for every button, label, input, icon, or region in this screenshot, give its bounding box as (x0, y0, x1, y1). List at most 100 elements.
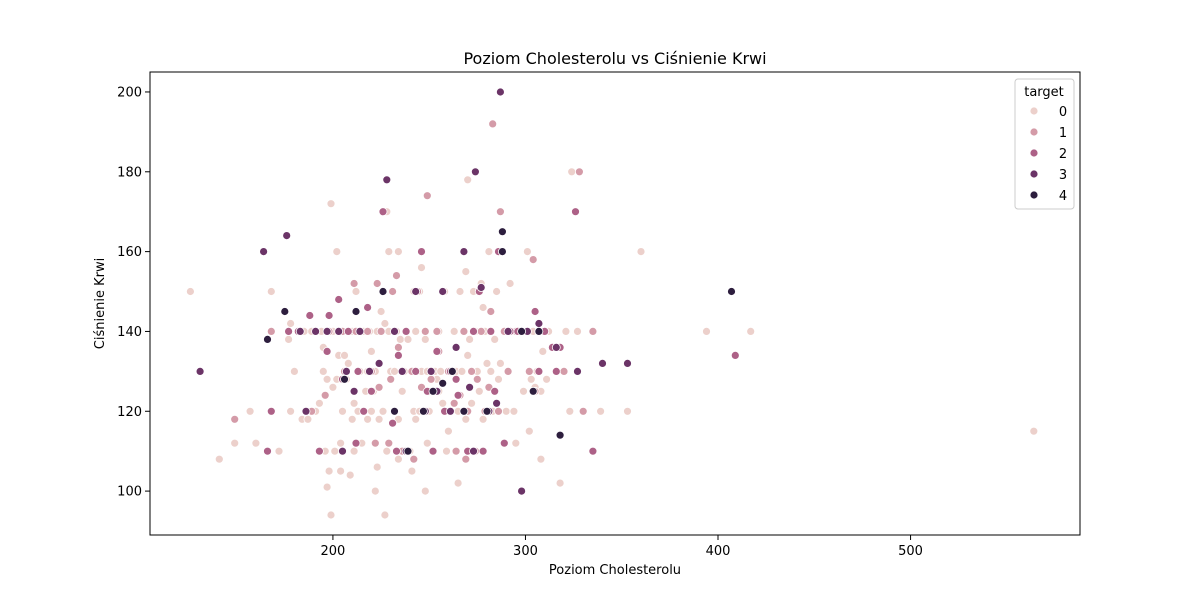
data-point-target-2 (266, 406, 276, 416)
data-point-target-3 (322, 326, 332, 336)
data-point-target-2 (378, 207, 388, 217)
data-point-target-2 (451, 374, 461, 384)
data-point-target-1 (494, 406, 503, 416)
data-point-target-0 (478, 414, 488, 424)
data-point-target-0 (274, 446, 284, 456)
data-point-target-0 (326, 199, 336, 209)
data-point-target-0 (395, 334, 405, 344)
data-point-target-1 (376, 326, 386, 336)
y-tick-label: 140 (117, 325, 142, 340)
data-point-target-2 (478, 446, 488, 456)
legend: target 0 1 2 3 4 (1014, 78, 1075, 210)
data-point-target-1 (459, 326, 469, 336)
data-point-target-0 (536, 454, 546, 464)
data-point-target-1 (503, 366, 513, 376)
data-point-target-3 (338, 446, 347, 456)
data-point-target-0 (443, 426, 453, 436)
data-point-target-2 (730, 350, 740, 360)
data-point-target-0 (463, 175, 473, 185)
data-point-target-0 (596, 406, 605, 416)
data-point-target-0 (251, 438, 261, 448)
data-point-target-0 (474, 386, 484, 396)
data-point-target-2 (351, 438, 361, 448)
data-point-target-0 (185, 287, 195, 296)
data-point-target-4 (390, 406, 399, 416)
data-point-target-4 (280, 307, 290, 316)
data-point-target-0 (463, 350, 473, 360)
data-point-target-0 (390, 366, 399, 376)
data-point-target-3 (438, 287, 448, 296)
y-tick-label: 160 (117, 245, 142, 260)
data-point-target-2 (343, 326, 353, 336)
data-point-target-0 (330, 446, 340, 456)
data-point-target-0 (501, 406, 511, 416)
data-point-target-0 (478, 303, 488, 312)
data-point-target-1 (528, 255, 538, 265)
data-point-target-2 (366, 386, 376, 396)
data-point-target-3 (517, 486, 526, 496)
data-point-target-1 (422, 191, 432, 201)
data-point-target-4 (418, 406, 428, 416)
data-point-target-0 (482, 358, 492, 368)
data-point-target-0 (555, 478, 565, 488)
data-point-target-4 (528, 386, 538, 396)
data-point-target-1 (349, 279, 359, 288)
data-point-target-3 (492, 398, 502, 408)
plot-frame (149, 71, 1081, 536)
data-point-target-0 (286, 319, 296, 328)
data-point-target-3 (259, 247, 269, 257)
data-point-target-0 (420, 486, 430, 496)
data-point-target-0 (403, 334, 413, 344)
data-point-target-2 (363, 303, 373, 312)
chart-title: Poziom Cholesterolu vs Ciśnienie Krwi (463, 49, 766, 68)
data-point-target-3 (476, 283, 486, 292)
data-point-target-2 (393, 350, 403, 360)
data-point-target-1 (559, 366, 569, 376)
data-point-target-0 (230, 438, 240, 448)
data-point-target-0 (561, 326, 571, 336)
data-point-target-0 (286, 406, 296, 416)
data-point-target-0 (526, 374, 536, 384)
data-point-target-4 (438, 378, 448, 388)
data-point-target-3 (534, 319, 544, 328)
data-point-target-0 (1029, 426, 1039, 436)
data-point-target-0 (636, 247, 646, 257)
data-point-target-3 (349, 386, 359, 396)
data-point-target-4 (482, 406, 492, 416)
data-point-target-4 (555, 430, 565, 440)
data-point-target-0 (455, 287, 465, 296)
data-point-target-2 (499, 438, 509, 448)
data-point-target-0 (372, 462, 382, 472)
data-point-target-2 (263, 446, 272, 456)
data-point-target-0 (289, 366, 299, 376)
data-point-target-3 (341, 366, 351, 376)
data-point-target-0 (347, 414, 357, 424)
legend-marker-1 (1029, 127, 1039, 137)
data-point-target-2 (428, 446, 438, 456)
data-point-target-0 (332, 247, 342, 257)
data-point-target-1 (467, 366, 477, 376)
x-tick-label: 500 (898, 544, 923, 559)
data-point-target-0 (436, 366, 446, 376)
data-point-target-0 (411, 326, 421, 336)
data-point-target-0 (382, 446, 392, 456)
data-point-target-0 (420, 334, 430, 344)
x-axis-label: Poziom Cholesterolu (549, 563, 681, 578)
data-point-target-0 (524, 426, 534, 436)
legend-marker-3 (1029, 169, 1039, 179)
data-point-target-4 (497, 227, 507, 237)
data-point-target-0 (573, 326, 582, 336)
y-tick-label: 180 (117, 165, 142, 180)
data-point-target-2 (571, 207, 580, 217)
data-point-target-0 (303, 414, 313, 424)
data-point-target-0 (542, 374, 551, 384)
data-point-target-3 (311, 326, 321, 336)
data-point-target-2 (469, 326, 478, 336)
data-point-target-0 (411, 414, 421, 424)
data-point-target-0 (336, 438, 346, 448)
data-point-target-1 (266, 326, 276, 336)
data-point-target-2 (490, 386, 500, 396)
data-point-target-3 (295, 326, 305, 336)
